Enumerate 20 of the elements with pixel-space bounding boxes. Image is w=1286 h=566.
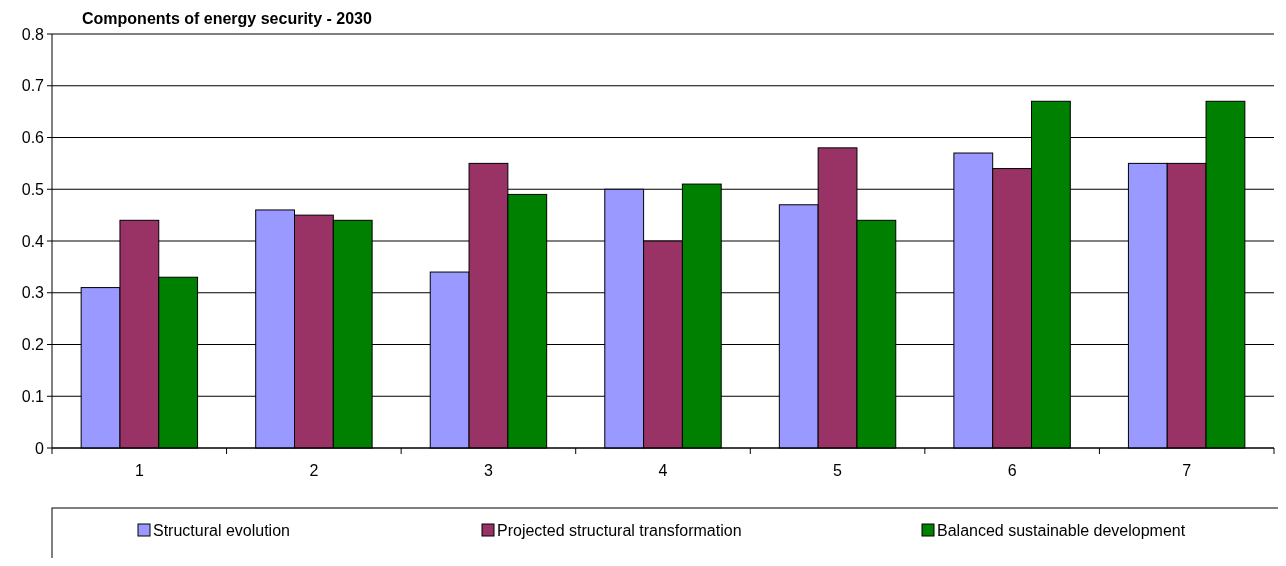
legend-label: Structural evolution (153, 521, 290, 539)
x-tick-label: 1 (134, 462, 144, 479)
legend-label: Balanced sustainable development (937, 521, 1186, 539)
chart-title: Components of energy security - 2030 (82, 10, 372, 27)
y-tick-label: 0.1 (21, 387, 45, 405)
y-tick-label: 0.5 (21, 180, 45, 198)
x-tick-label: 7 (1182, 462, 1192, 479)
x-tick-label: 2 (309, 462, 319, 479)
x-tick-label: 4 (658, 462, 668, 479)
y-tick-label: 0.2 (21, 336, 45, 354)
y-tick-label: 0.8 (21, 25, 45, 43)
y-tick-label: 0.7 (21, 77, 45, 95)
x-tick-label: 5 (833, 462, 843, 479)
y-tick-label: 0 (35, 439, 45, 457)
legend-label: Projected structural transformation (497, 521, 742, 539)
y-tick-label: 0.4 (21, 232, 45, 250)
y-tick-label: 0.3 (21, 284, 45, 302)
x-tick-label: 6 (1007, 462, 1017, 479)
y-tick-label: 0.6 (21, 129, 45, 147)
x-tick-label: 3 (484, 462, 493, 479)
